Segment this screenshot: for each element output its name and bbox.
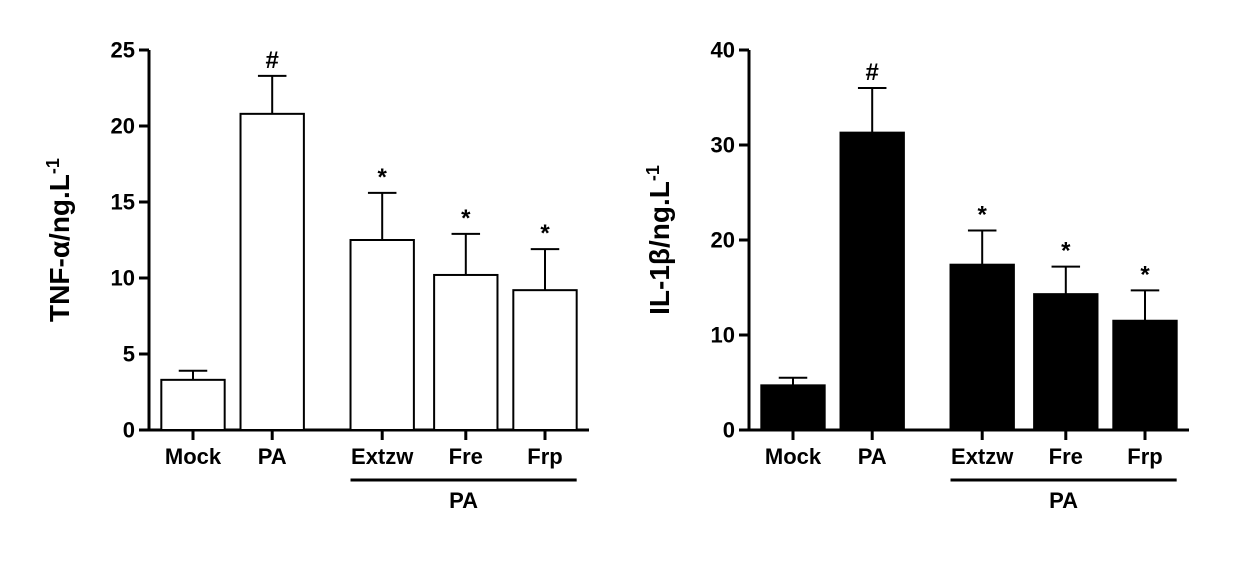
x-tick-label: Extzw [351,444,414,469]
group-label: PA [1049,488,1078,513]
significance-annotation: * [1140,261,1150,288]
significance-annotation: * [540,220,550,247]
il1-beta-bar-chart: 0 10 20 30 40 IL-1β/ng.L-1 Mock PA # Extzw * Fre * Fr… [631,20,1209,560]
x-tick-label: PA [858,444,887,469]
x-tick-label: Fre [449,444,483,469]
significance-annotation: * [378,164,388,191]
significance-annotation: * [1061,238,1071,265]
x-tick-label: Frp [527,444,562,469]
bar [513,290,576,430]
y-tick-label: 0 [723,418,735,443]
y-tick-label: 20 [111,114,135,139]
x-tick-label: Mock [765,444,822,469]
x-tick-label: Mock [165,444,222,469]
bar [161,380,224,430]
x-tick-label: Frp [1127,444,1162,469]
significance-annotation: # [266,47,279,74]
bar [1113,321,1176,430]
significance-annotation: # [866,59,879,86]
bar [241,114,304,430]
y-tick-label: 40 [711,38,735,63]
bar [351,240,414,430]
x-tick-label: PA [258,444,287,469]
y-tick-label: 30 [711,133,735,158]
y-tick-label: 20 [711,228,735,253]
group-label: PA [449,488,478,513]
y-axis-label: TNF-α/ng.L-1 [43,158,75,322]
y-tick-label: 10 [711,323,735,348]
significance-annotation: * [461,205,471,232]
bar [761,385,824,430]
tnf-alpha-bar-chart: 0 5 10 15 20 25 TNF-α/ng.L-1 Mock PA # Extzw * Fre * F… [31,20,609,560]
tnf-alpha-chart-panel: 0 5 10 15 20 25 TNF-α/ng.L-1 Mock PA # Extzw * Fre * F… [31,20,609,560]
x-tick-label: Extzw [951,444,1014,469]
x-tick-label: Fre [1049,444,1083,469]
y-tick-label: 0 [123,418,135,443]
y-tick-label: 25 [111,38,135,63]
y-tick-label: 15 [111,190,135,215]
bar [1034,294,1097,430]
bar [841,133,904,430]
bar [434,275,497,430]
page: 0 5 10 15 20 25 TNF-α/ng.L-1 Mock PA # Extzw * Fre * F… [0,0,1240,564]
bar [951,265,1014,430]
y-tick-label: 10 [111,266,135,291]
y-axis-label: IL-1β/ng.L-1 [643,165,675,315]
il1-beta-chart-panel: 0 10 20 30 40 IL-1β/ng.L-1 Mock PA # Extzw * Fre * Fr… [631,20,1209,560]
y-tick-label: 5 [123,342,135,367]
significance-annotation: * [978,202,988,229]
